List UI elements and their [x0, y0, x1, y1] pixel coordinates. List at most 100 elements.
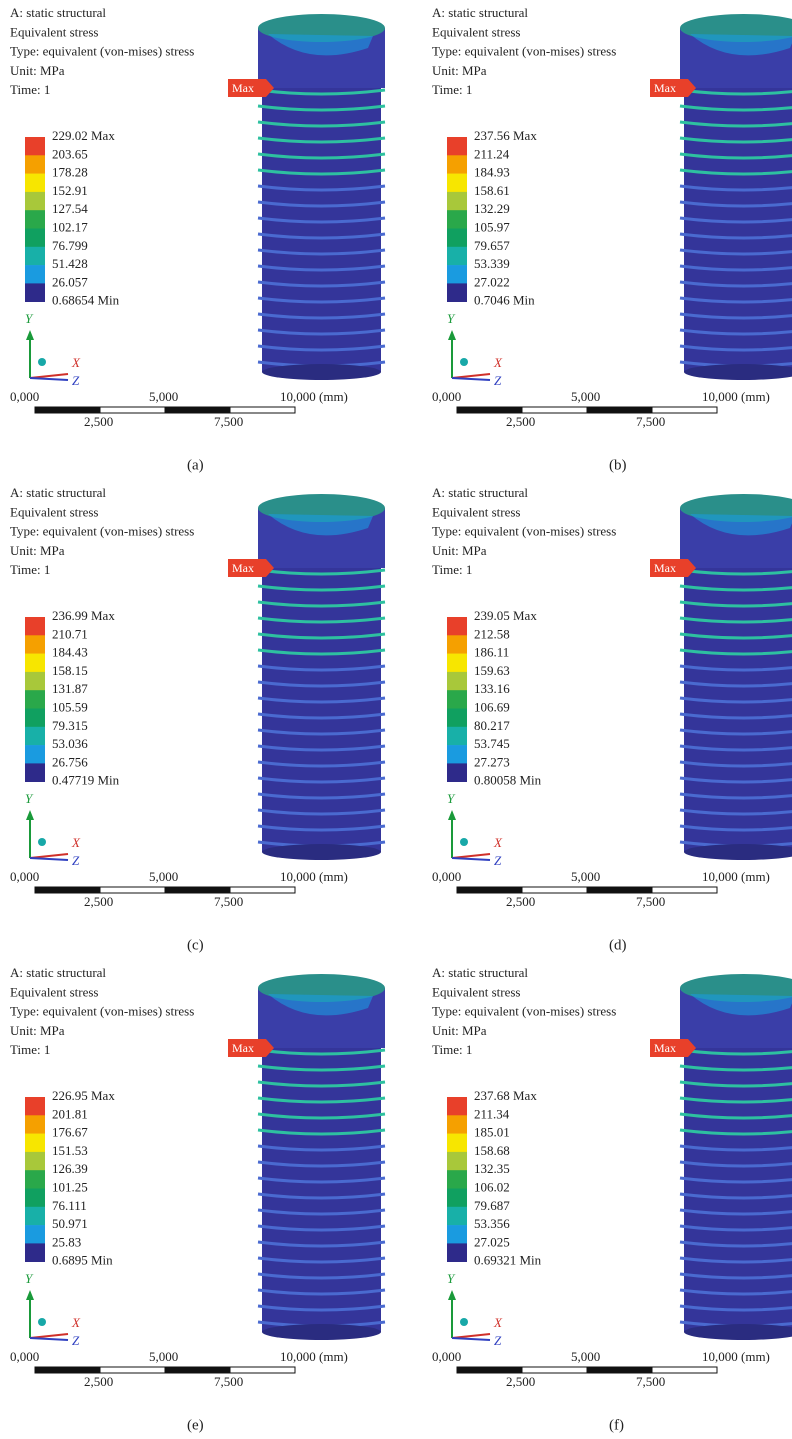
thread	[679, 584, 792, 592]
thread	[257, 1192, 386, 1200]
legend-label: 158.61	[474, 183, 510, 198]
thread	[679, 1048, 792, 1056]
max-label: Max	[232, 561, 254, 575]
legend-swatch	[25, 1115, 45, 1134]
legend-label: 53.036	[52, 736, 88, 751]
legend-swatch	[25, 690, 45, 709]
axis-y-head	[26, 1290, 34, 1300]
max-tag	[650, 1039, 696, 1057]
panel: Max A: static structural Equivalent stress…	[432, 965, 792, 1433]
axis-z	[29, 857, 69, 861]
max-label: Max	[232, 81, 254, 95]
axis-label: X	[493, 355, 503, 370]
legend-label: 0.6895 Min	[52, 1253, 113, 1268]
thread	[679, 632, 792, 640]
header-line: A: static structural	[432, 485, 528, 500]
thread	[679, 1128, 792, 1136]
thread	[679, 1304, 792, 1312]
header-line: Equivalent stress	[432, 504, 520, 519]
legend-label: 158.15	[52, 663, 88, 678]
thread	[257, 584, 386, 592]
panel: Max A: static structural Equivalent stress…	[432, 5, 792, 473]
thread	[679, 216, 792, 224]
legend-label: 26.756	[52, 754, 88, 769]
legend-swatch	[25, 1225, 45, 1244]
thread	[257, 792, 386, 800]
legend-swatch	[25, 1097, 45, 1116]
legend-swatch	[447, 690, 467, 709]
legend-swatch	[25, 1170, 45, 1189]
max-label: Max	[232, 1041, 254, 1055]
thread	[257, 232, 386, 240]
thread	[257, 1112, 386, 1120]
axis-z	[451, 1337, 491, 1341]
scale-label: 0,000	[432, 869, 461, 884]
scale-segment	[99, 1366, 166, 1374]
axis-label: Z	[72, 853, 80, 868]
axis-label: Y	[25, 791, 34, 806]
thread	[679, 264, 792, 272]
scale-segment	[586, 1366, 653, 1374]
scale-label: 10,000 (mm)	[280, 389, 348, 404]
thread	[679, 680, 792, 688]
scale-segment	[99, 886, 166, 894]
thread	[679, 1240, 792, 1248]
thread	[679, 792, 792, 800]
axis-label: Z	[72, 373, 80, 388]
thread	[257, 312, 386, 320]
scale-segment	[229, 1366, 296, 1374]
legend-label: 186.11	[474, 645, 509, 660]
legend-swatch	[25, 246, 45, 266]
legend-label: 201.81	[52, 1106, 88, 1121]
thread	[679, 760, 792, 768]
max-tag	[228, 559, 274, 577]
legend-label: 50.971	[52, 1216, 88, 1231]
axis-label: Y	[447, 311, 456, 326]
scale-label: 5,000	[571, 869, 600, 884]
legend-swatch	[25, 635, 45, 654]
thread	[257, 152, 386, 160]
scale-label: 5,000	[149, 389, 178, 404]
thread	[257, 1224, 386, 1232]
header-line: Type: equivalent (von-mises) stress	[10, 44, 194, 59]
legend-label: 212.58	[474, 626, 510, 641]
header-line: A: static structural	[10, 485, 106, 500]
implant-highlight	[268, 514, 373, 536]
legend-label: 51.428	[52, 256, 88, 271]
thread	[679, 808, 792, 816]
legend-label: 27.273	[474, 754, 510, 769]
axis-label: Y	[25, 1271, 34, 1286]
legend-label: 53.745	[474, 736, 510, 751]
implant-bottom	[262, 844, 381, 860]
origin-ball	[38, 358, 46, 366]
thread	[679, 344, 792, 352]
header-line: Type: equivalent (von-mises) stress	[10, 1004, 194, 1019]
legend-swatch	[447, 763, 467, 782]
scale-label: 10,000 (mm)	[280, 1349, 348, 1364]
thread	[257, 1256, 386, 1264]
legend-swatch	[25, 1206, 45, 1226]
legend-label: 132.29	[474, 201, 510, 216]
panel-caption: (f)	[609, 1417, 624, 1433]
scale-label: 2,500	[506, 1374, 535, 1389]
scale-label: 2,500	[84, 1374, 113, 1389]
header-line: Time: 1	[432, 82, 472, 97]
legend-label: 76.111	[52, 1198, 87, 1213]
legend-label: 210.71	[52, 626, 88, 641]
legend-swatch	[447, 1097, 467, 1116]
header-line: Unit: MPa	[432, 63, 487, 78]
origin-ball	[38, 1318, 46, 1326]
thread	[257, 104, 386, 112]
legend-label: 133.16	[474, 681, 510, 696]
thread	[679, 1192, 792, 1200]
thread	[679, 664, 792, 672]
legend-label: 185.01	[474, 1125, 510, 1140]
scale-segment	[99, 406, 166, 414]
legend-label: 151.53	[52, 1143, 88, 1158]
scale-label: 2,500	[506, 414, 535, 429]
legend-swatch	[447, 745, 467, 764]
scale-label: 0,000	[10, 389, 39, 404]
thread	[257, 1240, 386, 1248]
implant-highlight	[690, 514, 792, 536]
legend-swatch	[447, 1243, 467, 1262]
